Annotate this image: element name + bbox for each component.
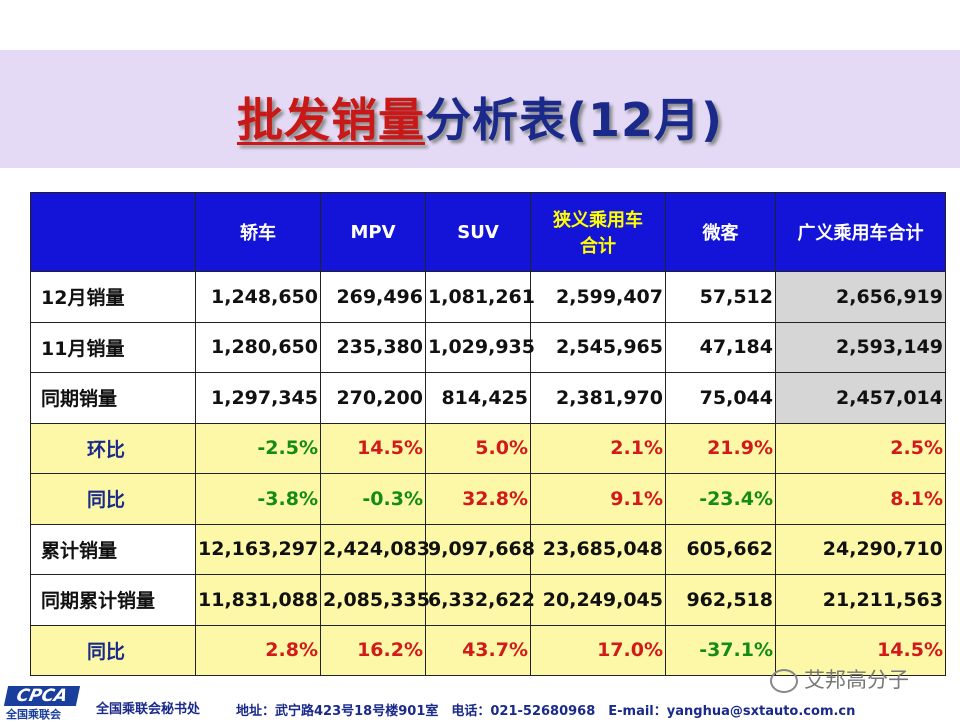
header-microvan: 微客 [665, 192, 776, 272]
row-label: 同期销量 [30, 372, 196, 424]
table-cell: -0.3% [320, 473, 426, 525]
table-cell: 1,081,261 [425, 271, 535, 323]
table-cell: 2,545,965 [530, 321, 666, 373]
table-cell: -23.4% [665, 473, 776, 525]
row-label: 同比 [30, 624, 196, 676]
table-cell: -2.5% [195, 422, 321, 474]
cpca-logo: CPCA [3, 686, 81, 706]
slide-title: 批发销量分析表(12月) [0, 84, 960, 150]
watermark-text: 艾邦高分子 [804, 668, 909, 692]
table-cell: 269,496 [320, 271, 426, 323]
table-cell: 21,211,563 [775, 574, 946, 626]
table-cell: 605,662 [665, 523, 776, 575]
table-cell: 21.9% [665, 422, 776, 474]
table-cell: -37.1% [665, 624, 776, 676]
sales-table: 轿车 MPV SUV 狭义乘用车 合计 微客 广义乘用车合计 12月销量 1,24… [30, 192, 946, 676]
table-cell: 2.1% [530, 422, 666, 474]
table-cell: 2,656,919 [775, 271, 946, 323]
table-cell: 20,249,045 [530, 574, 666, 626]
table-cell: 14.5% [320, 422, 426, 474]
table-row: 12月销量 1,248,650 269,496 1,081,261 2,599,407 5… [30, 271, 946, 323]
table-cell: 1,280,650 [195, 321, 321, 373]
row-label: 环比 [30, 422, 196, 474]
header-row: 轿车 MPV SUV 狭义乘用车 合计 微客 广义乘用车合计 [30, 192, 946, 272]
logo-subtitle: 全国乘联会 [6, 708, 61, 721]
header-broad-total: 广义乘用车合计 [775, 192, 946, 272]
table-cell: 1,029,935 [425, 321, 535, 373]
title-band [0, 50, 960, 168]
table-cell: 1,248,650 [195, 271, 321, 323]
table-row: 同比 -3.8% -0.3% 32.8% 9.1% -23.4% 8.1% [30, 473, 946, 525]
table-cell: 2,599,407 [530, 271, 666, 323]
table-cell: 814,425 [425, 372, 531, 424]
table-row: 环比 -2.5% 14.5% 5.0% 2.1% 21.9% 2.5% [30, 422, 946, 474]
table-cell: 9.1% [530, 473, 666, 525]
table-cell: 24,290,710 [775, 523, 946, 575]
table-cell: 962,518 [665, 574, 776, 626]
table-cell: 32.8% [425, 473, 531, 525]
footer-org: 全国乘联会秘书处 [96, 702, 201, 717]
table-cell: 2,381,970 [530, 372, 666, 424]
row-label: 12月销量 [30, 271, 196, 323]
table-cell: -3.8% [195, 473, 321, 525]
table-row: 同期销量 1,297,345 270,200 814,425 2,381,970 75,0… [30, 372, 946, 424]
table-cell: 11,831,088 [195, 574, 321, 626]
table-cell: 9,097,668 [425, 523, 535, 575]
table-row: 累计销量 12,163,297 2,424,083 9,097,668 23,685,0… [30, 523, 946, 575]
table-cell: 16.2% [320, 624, 426, 676]
table-cell: 2,457,014 [775, 372, 946, 424]
table-cell: 17.0% [530, 624, 666, 676]
table-cell: 12,163,297 [195, 523, 321, 575]
table-cell: 1,297,345 [195, 372, 321, 424]
header-narrow-total: 狭义乘用车 合计 [530, 192, 666, 272]
table-cell: 75,044 [665, 372, 776, 424]
table-cell: 14.5% [775, 624, 946, 676]
table-cell: 2,424,083 [320, 523, 430, 575]
wechat-icon [770, 669, 798, 693]
row-label: 同比 [30, 473, 196, 525]
header-mpv: MPV [320, 192, 426, 272]
row-label: 累计销量 [30, 523, 196, 575]
table-cell: 8.1% [775, 473, 946, 525]
table-cell: 2,593,149 [775, 321, 946, 373]
table-cell: 270,200 [320, 372, 426, 424]
table-cell: 43.7% [425, 624, 531, 676]
table-cell: 235,380 [320, 321, 426, 373]
table-cell: 5.0% [425, 422, 531, 474]
watermark: 艾邦高分子 [770, 664, 909, 694]
table-cell: 6,332,622 [425, 574, 535, 626]
header-sedan: 轿车 [195, 192, 321, 272]
row-label: 11月销量 [30, 321, 196, 373]
header-corner [30, 192, 196, 272]
row-label: 同期累计销量 [30, 574, 196, 626]
table-cell: 23,685,048 [530, 523, 666, 575]
table-cell: 47,184 [665, 321, 776, 373]
footer-contact: 地址：武宁路423号18号楼901室 电话：021-52680968 E-mai… [236, 704, 856, 719]
table-cell: 2,085,335 [320, 574, 430, 626]
table-cell: 57,512 [665, 271, 776, 323]
header-suv: SUV [425, 192, 531, 272]
table-row: 同期累计销量 11,831,088 2,085,335 6,332,622 20,249… [30, 574, 946, 626]
table-cell: 2.8% [195, 624, 321, 676]
title-highlight: 批发销量 [236, 93, 425, 147]
table-row: 11月销量 1,280,650 235,380 1,029,935 2,545,965 4… [30, 321, 946, 373]
table-row: 同比 2.8% 16.2% 43.7% 17.0% -37.1% 14.5% [30, 624, 946, 676]
table-cell: 2.5% [775, 422, 946, 474]
title-rest: 分析表(12月) [424, 93, 724, 147]
